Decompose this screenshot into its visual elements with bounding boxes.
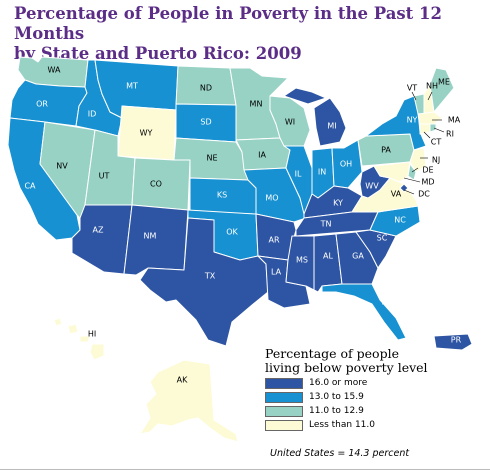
- state-ak[interactable]: [139, 359, 239, 443]
- legend-swatch: [265, 391, 303, 403]
- state-wy[interactable]: [117, 105, 177, 161]
- state-label-dc: DC: [418, 190, 430, 199]
- state-ma[interactable]: [417, 111, 443, 125]
- map-title-line2: by State and Puerto Rico: 2009: [14, 44, 302, 63]
- state-oh[interactable]: [331, 139, 363, 189]
- state-hi[interactable]: [53, 317, 105, 361]
- state-ct[interactable]: [419, 123, 431, 135]
- legend-title: Percentage of people living below povert…: [265, 347, 465, 375]
- state-label-ri: RI: [446, 130, 454, 139]
- state-sd[interactable]: [175, 103, 237, 143]
- state-nd[interactable]: [175, 65, 237, 106]
- state-nj[interactable]: [409, 147, 427, 173]
- state-ri[interactable]: [429, 123, 437, 133]
- state-ks[interactable]: [189, 177, 257, 215]
- us-average-note: United States = 14.3 percent: [270, 448, 410, 459]
- state-label-md: MD: [421, 178, 434, 187]
- legend-title-line1: Percentage of people: [265, 346, 399, 361]
- legend-item-under-11: Less than 11.0: [265, 419, 465, 431]
- legend-label: 16.0 or more: [309, 378, 368, 388]
- legend-swatch: [265, 377, 303, 389]
- legend-swatch: [265, 405, 303, 417]
- state-ms[interactable]: [285, 235, 315, 291]
- state-label-ct: CT: [431, 138, 442, 147]
- legend-label: 13.0 to 15.9: [309, 392, 364, 402]
- legend-item-16-plus: 16.0 or more: [265, 377, 465, 389]
- legend-title-line2: living below poverty level: [265, 360, 428, 375]
- legend-swatch: [265, 419, 303, 431]
- state-nc[interactable]: [369, 205, 421, 237]
- state-label-ma: MA: [448, 116, 461, 125]
- state-dc[interactable]: [399, 183, 409, 193]
- legend-item-13-15: 13.0 to 15.9: [265, 391, 465, 403]
- state-label-nj: NJ: [432, 156, 440, 165]
- legend-item-11-12: 11.0 to 12.9: [265, 405, 465, 417]
- state-fl[interactable]: [321, 283, 407, 341]
- state-co[interactable]: [131, 157, 191, 211]
- state-md[interactable]: [373, 161, 411, 183]
- map-title-line1: Percentage of People in Poverty in the P…: [14, 4, 443, 43]
- legend-label: 11.0 to 12.9: [309, 406, 364, 416]
- state-nm[interactable]: [123, 204, 189, 276]
- map-title: Percentage of People in Poverty in the P…: [14, 4, 484, 64]
- state-pr[interactable]: [433, 333, 473, 351]
- state-label-vt: VT: [407, 84, 417, 93]
- state-tx[interactable]: [139, 217, 269, 347]
- small-state-leader-lines: [403, 91, 445, 195]
- legend-label: Less than 11.0: [309, 420, 375, 430]
- state-me[interactable]: [429, 67, 455, 113]
- state-mi-upper[interactable]: [283, 87, 327, 105]
- state-pa[interactable]: [357, 133, 415, 167]
- state-mi[interactable]: [313, 97, 347, 147]
- legend: Percentage of people living below povert…: [265, 347, 465, 431]
- state-az[interactable]: [71, 204, 133, 275]
